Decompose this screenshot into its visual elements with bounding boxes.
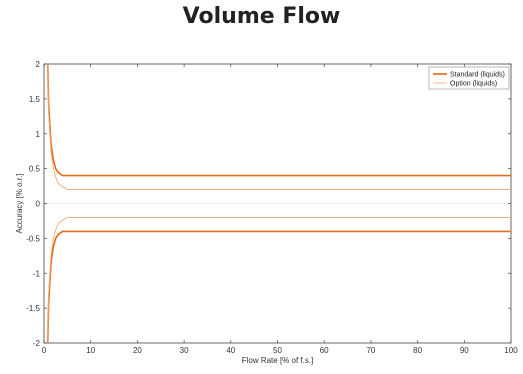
y-tick-label: -1.5 [26,304,40,313]
legend: Standard (liquids) Option (liquids) [428,66,510,90]
y-tick-label: 1.5 [29,95,41,104]
y-tick-label: 1 [36,130,41,139]
x-tick-label: 100 [504,346,518,355]
x-tick-label: 20 [133,346,142,355]
x-tick-label: 70 [366,346,375,355]
y-tick-label: -1 [33,269,41,278]
y-tick-label: 0 [36,200,41,209]
legend-box [428,66,510,90]
y-axis: -2 -1.5 -1 -0.5 0 0.5 1 1.5 2 [26,60,511,348]
series-line-option-lower [47,217,511,344]
x-tick-label: 40 [226,346,235,355]
x-tick-label: 80 [413,346,422,355]
x-axis-label: Flow Rate [% of f.s.] [242,356,314,365]
y-tick-label: 2 [36,60,41,69]
x-tick-label: 60 [320,346,329,355]
x-axis: 0 10 20 30 40 50 60 70 80 90 100 [42,64,518,355]
legend-entry-option: Option (liquids) [450,81,497,88]
x-tick-label: 30 [180,346,189,355]
legend-entry-standard: Standard (liquids) [450,72,505,79]
series-layer [46,63,511,344]
x-tick-label: 10 [86,346,95,355]
x-tick-label: 90 [460,346,469,355]
series-line-standard-lower [46,230,511,344]
y-tick-label: 0.5 [29,165,41,174]
y-axis-label: Accuracy [% o.r.] [15,173,24,233]
series-line-standard-upper [46,63,511,177]
x-tick-label: 0 [42,346,47,355]
y-tick-label: -0.5 [26,234,40,243]
chart-title: Volume Flow [182,4,341,29]
y-tick-label: -2 [33,339,41,348]
x-tick-label: 50 [273,346,282,355]
series-line-option-upper [47,63,511,190]
